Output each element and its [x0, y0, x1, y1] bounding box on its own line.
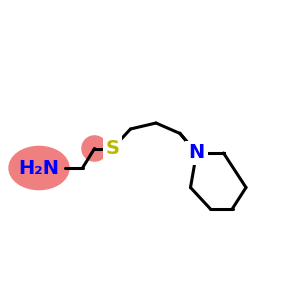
Text: N: N	[188, 143, 205, 163]
Ellipse shape	[9, 146, 69, 190]
Circle shape	[82, 136, 107, 161]
Text: H₂N: H₂N	[19, 158, 59, 178]
Text: S: S	[106, 139, 119, 158]
